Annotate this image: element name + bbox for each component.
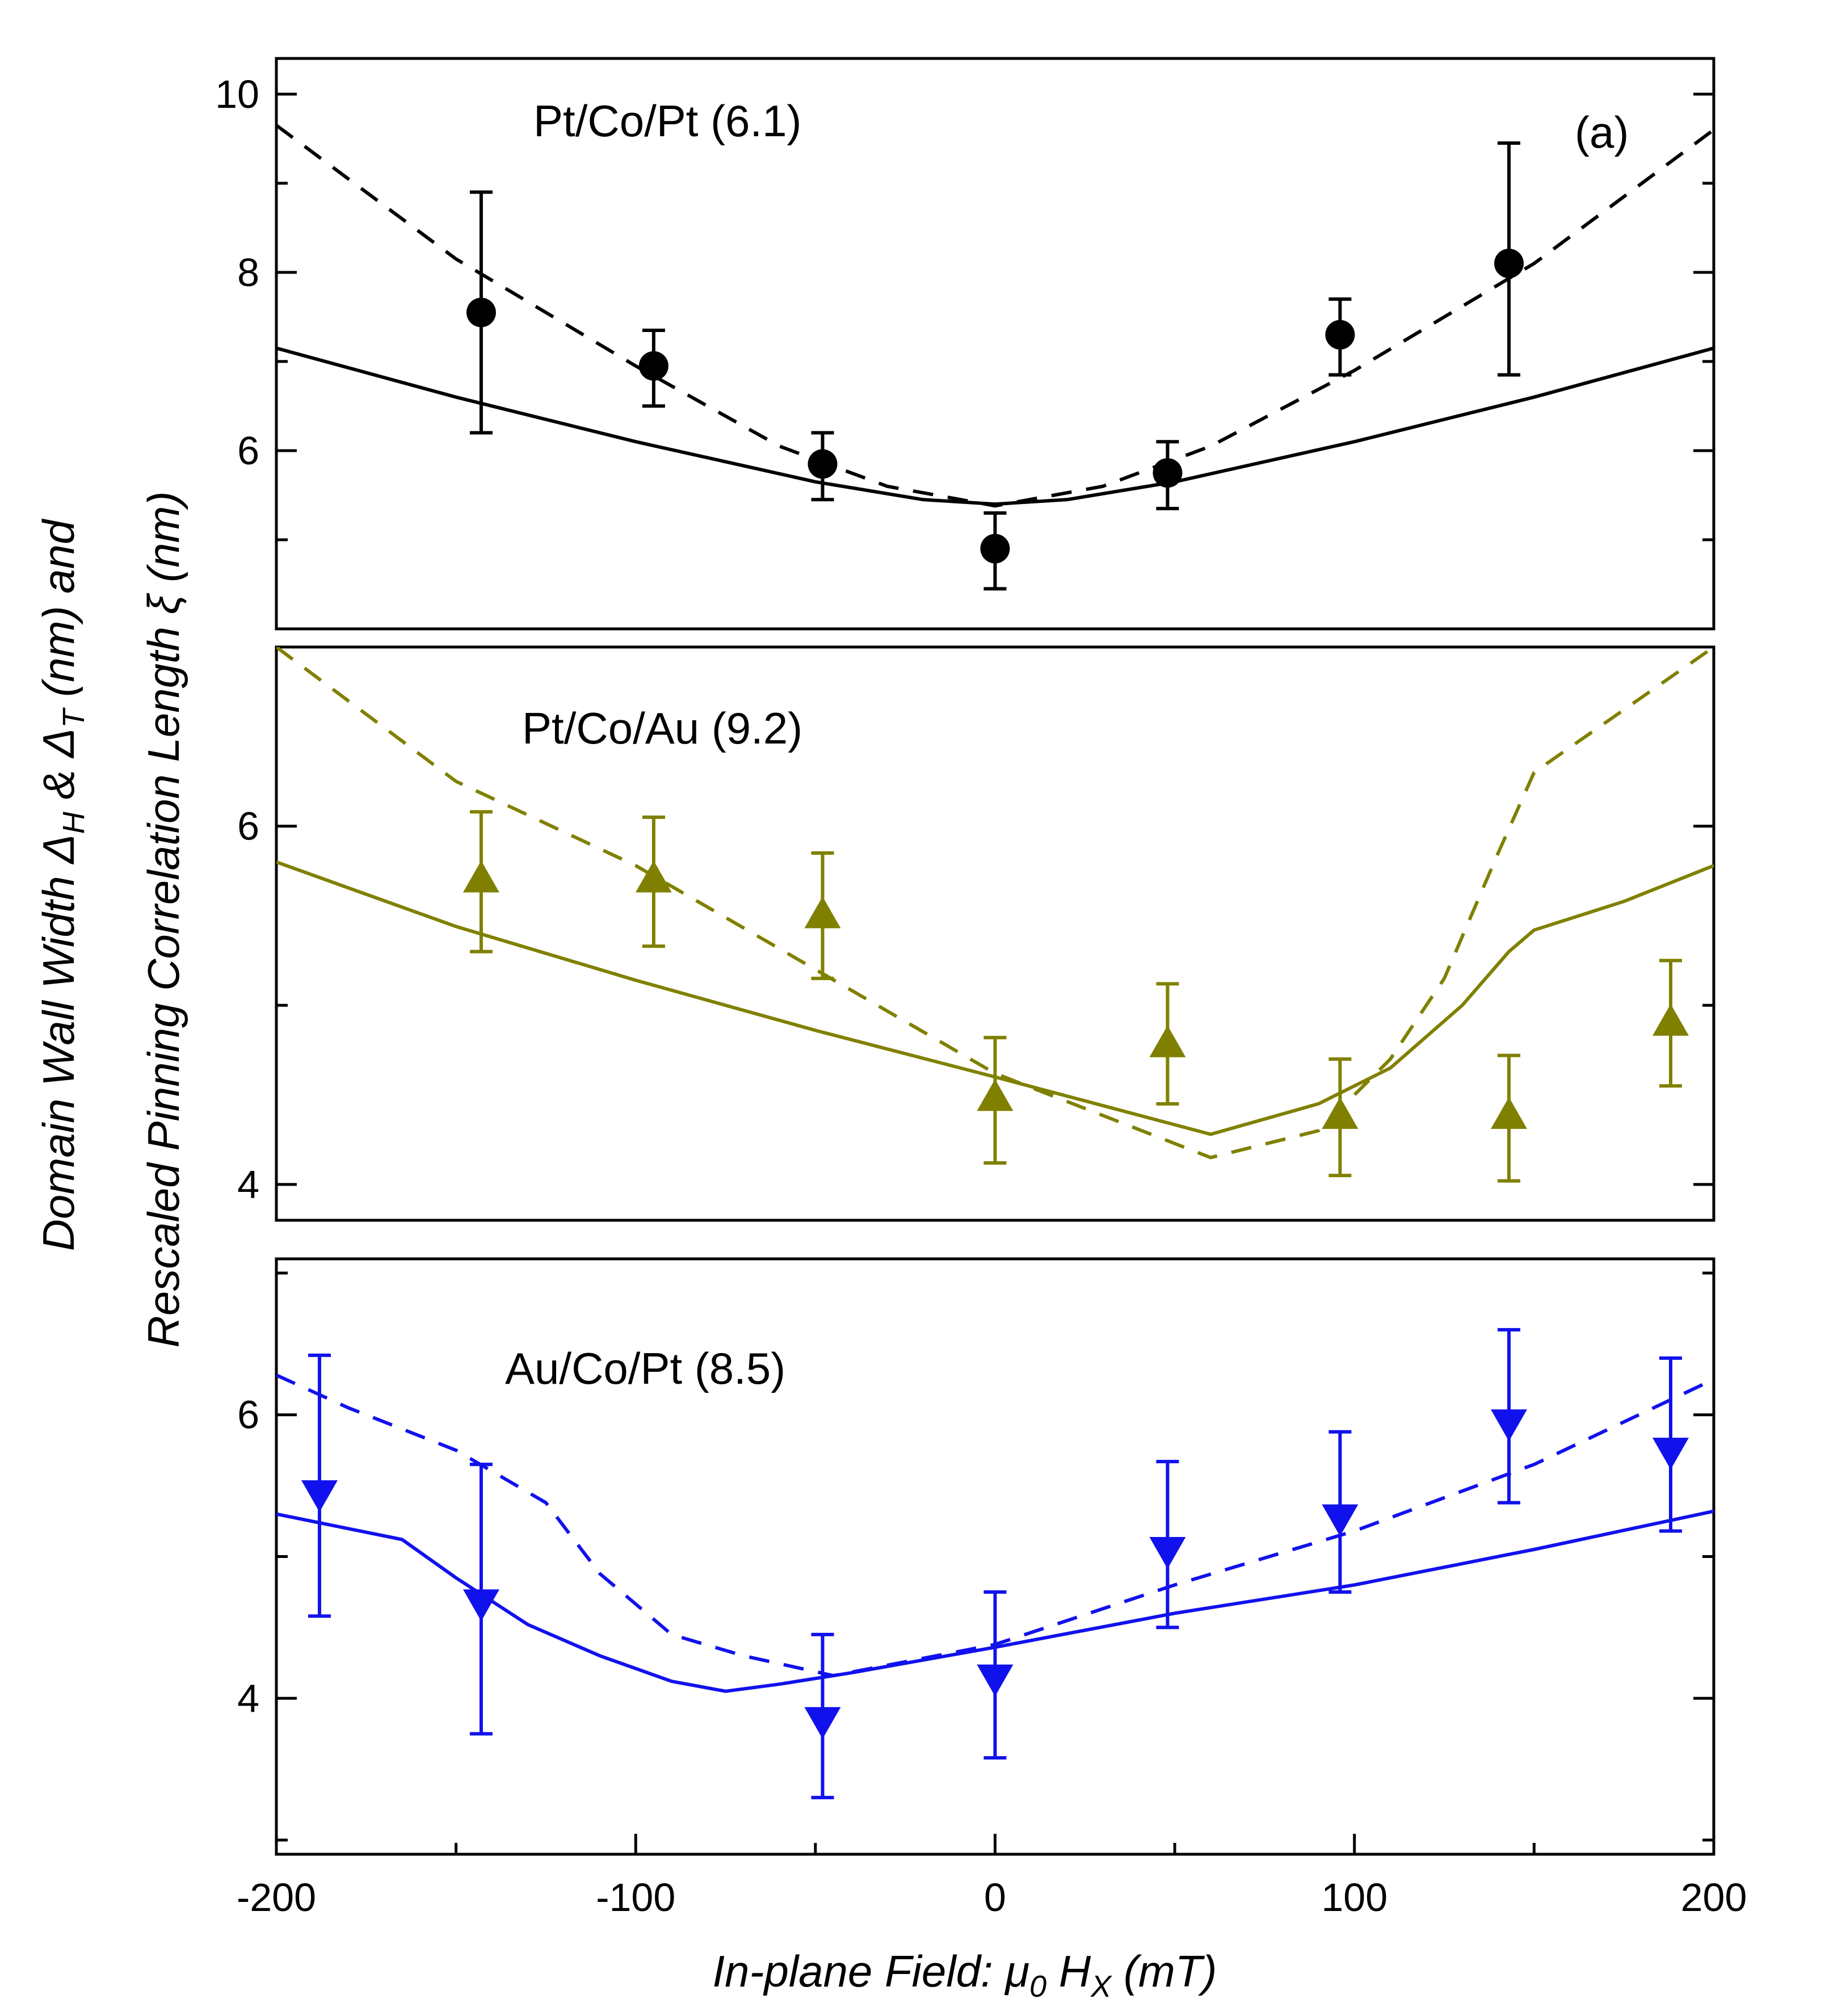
panel-1-marker [1153, 458, 1183, 488]
panel-2-marker [977, 1079, 1014, 1111]
panel-1-sample-label: Pt/Co/Pt (6.1) [533, 96, 802, 146]
panel-3-sample-label: Au/Co/Pt (8.5) [505, 1343, 785, 1393]
panel-1-ytick-label: 8 [237, 250, 259, 295]
panel-2: 4 6 Pt/Co/Au (9.2) [237, 645, 1715, 1222]
panel-2-marker [462, 860, 499, 893]
x-tick-label: -100 [596, 1875, 675, 1920]
panel-3-ytick-label: 4 [237, 1676, 259, 1720]
panel-2-point [1149, 982, 1186, 1106]
x-axis-title: In-plane Field: μ0 HX (mT) [712, 1946, 1217, 2004]
panel-2-marker [1491, 1097, 1528, 1129]
panel-2-frame [275, 645, 1715, 1222]
panel-3-marker [1149, 1537, 1186, 1569]
labels-layer: (a) In-plane Field: μ0 HX (mT) Domain Wa… [33, 107, 1629, 2004]
panel-2-point [804, 851, 841, 980]
panel-3-point [462, 1463, 499, 1736]
panel-3-dashed-curve [276, 1374, 1714, 1678]
panel-2-marker [804, 896, 841, 929]
x-tick-label: 100 [1321, 1875, 1387, 1920]
panel-1-dashed-curve [276, 124, 1714, 508]
panel-2-marker [1149, 1025, 1186, 1057]
panel-2-dashed-curve [276, 647, 1714, 1160]
y-axis-title-xi: ξ [138, 593, 188, 614]
panel-3-point [804, 1632, 841, 1800]
panel-1-point [466, 190, 496, 435]
panel-1-curves [276, 124, 1714, 508]
panel-3-point [301, 1353, 338, 1618]
panel-2-marker [1322, 1097, 1359, 1129]
y-axis-title-sub-t: T [57, 707, 91, 728]
panel-1-point [1325, 297, 1355, 377]
y-axis-title-line1-prefix: Domain Wall Width [33, 864, 83, 1251]
panel-3-point [977, 1590, 1014, 1760]
panel-3-curves [276, 1374, 1714, 1693]
panel-2-point [1652, 959, 1689, 1088]
y-axis-title-delta-h: Δ [33, 834, 83, 864]
x-axis: -200 -100 0 100 200 [237, 1834, 1747, 1920]
panel-2-curves [276, 647, 1714, 1160]
x-axis-title-h-sub: X [1090, 1969, 1112, 2004]
panel-1-ytick-label: 10 [215, 72, 259, 116]
panel-1-marker [808, 449, 838, 479]
y-axis-title-line1-suffix: (nm) and [33, 518, 83, 709]
panel-3-marker [1652, 1438, 1689, 1470]
x-tick-label: -200 [237, 1875, 316, 1920]
panel-2-marker [1652, 1003, 1689, 1036]
x-tick-label: 0 [984, 1875, 1006, 1920]
x-axis-title-prefix: In-plane Field: [712, 1946, 1005, 1996]
panel-3-point [1491, 1328, 1528, 1505]
panel-3-solid-curve [276, 1509, 1714, 1693]
panel-2-ytick-label: 6 [237, 804, 259, 849]
y-axis-title-delta-t: Δ [33, 728, 83, 759]
panel-2-point [977, 1036, 1014, 1165]
panel-3: 4 6 Au/Co/Pt (8.5) [237, 1257, 1715, 1856]
panel-2-marker [635, 860, 672, 893]
panel-1-marker [1325, 320, 1355, 350]
x-axis-title-h: H [1046, 1946, 1091, 1996]
panel-1-marker [980, 534, 1010, 564]
x-axis-title-mu: μ [1004, 1946, 1029, 1996]
panel-1-point [638, 328, 668, 408]
panel-3-point [1652, 1356, 1689, 1533]
panel-1-solid-curve [276, 346, 1714, 506]
panel-2-point [1491, 1053, 1528, 1183]
panel-2-solid-curve [276, 860, 1714, 1136]
panel-1-frame [275, 57, 1715, 631]
panel-3-marker [1491, 1409, 1528, 1442]
panel-1: 6 8 10 Pt/Co/Pt (6.1) [215, 57, 1715, 631]
x-axis-title-unit: (mT) [1111, 1946, 1217, 1996]
panel-3-point [1149, 1460, 1186, 1629]
panel-1-point [980, 511, 1010, 591]
panel-2-point [1322, 1057, 1359, 1178]
panel-1-marker [638, 351, 668, 381]
panel-1-point [808, 431, 838, 502]
y-axis-title-sub-h: H [57, 811, 91, 834]
panel-3-marker [462, 1589, 499, 1622]
panel-3-marker [977, 1664, 1014, 1696]
panel-letter: (a) [1575, 107, 1629, 157]
panel-2-point [462, 810, 499, 954]
panel-3-marker [804, 1707, 841, 1739]
panel-3-ytick-label: 6 [237, 1393, 259, 1437]
panel-3-marker [1322, 1504, 1359, 1536]
x-axis-title-mu-sub: 0 [1029, 1969, 1046, 2004]
panel-3-marker [301, 1480, 338, 1513]
y-axis-title-amp: & [33, 758, 83, 812]
x-tick-label: 200 [1681, 1875, 1747, 1920]
panel-1-marker [1494, 249, 1524, 279]
y-axis-title-line2: Rescaled Pinning Correlation Length ξ (n… [138, 492, 188, 1348]
panel-2-point [635, 815, 672, 948]
panel-2-sample-label: Pt/Co/Au (9.2) [522, 703, 802, 753]
y-axis-title-line2-suffix: (nm) [138, 492, 188, 595]
y-axis-title-line1: Domain Wall Width ΔH & ΔT (nm) and [33, 518, 91, 1251]
panel-1-point [1153, 440, 1183, 511]
y-axis-title-line2-prefix: Rescaled Pinning Correlation Length [138, 614, 188, 1347]
panel-3-point [1322, 1430, 1359, 1594]
panel-1-point [1494, 141, 1524, 377]
panel-1-ytick-label: 6 [237, 429, 259, 473]
panel-2-ytick-label: 4 [237, 1162, 259, 1207]
panel-1-marker [466, 297, 496, 327]
panels-layer: 6 8 10 Pt/Co/Pt (6.1) 4 6 Pt/Co/Au (9.2) 4 6 Au/C… [215, 57, 1715, 1856]
